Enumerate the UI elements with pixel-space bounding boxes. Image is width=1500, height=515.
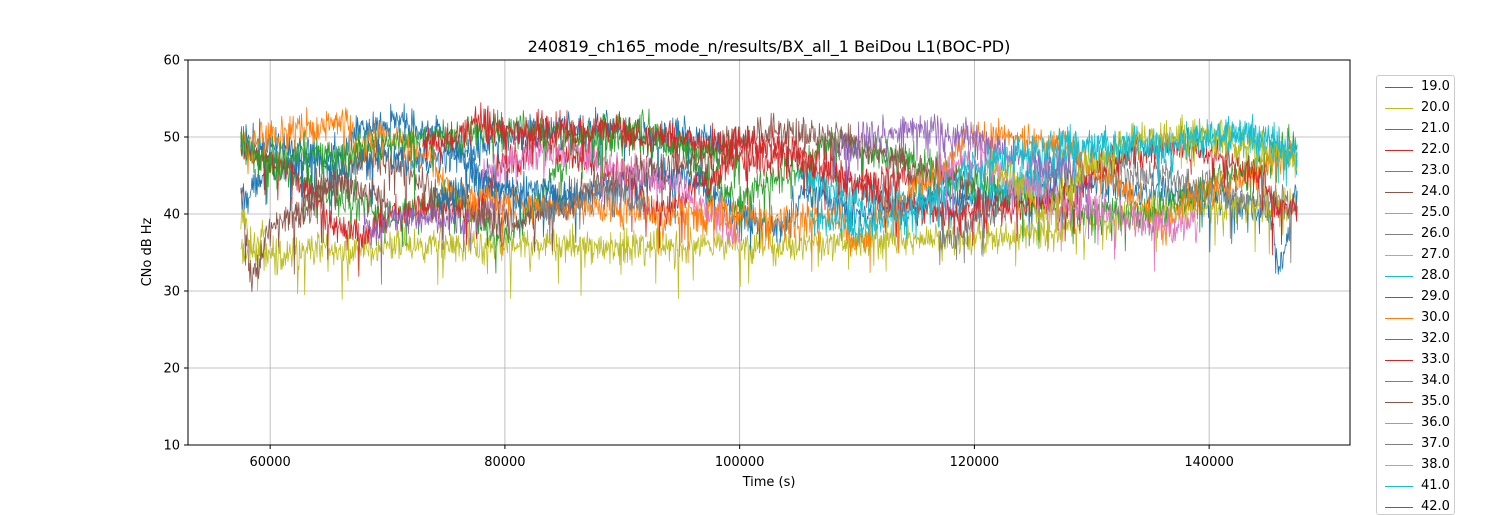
- y-axis-label: CNo dB Hz: [140, 217, 155, 286]
- legend-label: 27.0: [1421, 247, 1450, 262]
- legend-item: 24.0: [1377, 182, 1454, 202]
- series-line-34-0: [833, 113, 1093, 240]
- legend-swatch: [1385, 381, 1413, 382]
- legend-label: 23.0: [1421, 163, 1450, 178]
- plot-area: [188, 60, 1350, 445]
- series-line-41-0: [809, 119, 1298, 243]
- legend-item: 23.0: [1377, 161, 1454, 181]
- x-tick-label: 120000: [950, 455, 1000, 470]
- legend-label: 28.0: [1421, 268, 1450, 283]
- legend-label: 37.0: [1421, 436, 1450, 451]
- legend-item: 30.0: [1377, 308, 1454, 328]
- legend-item: 26.0: [1377, 224, 1454, 244]
- cno-line-chart: 60000 80000 100000 120000 140000 10 20 30 40 50 6…: [140, 37, 1351, 490]
- legend-swatch: [1385, 465, 1413, 466]
- legend-item: 36.0: [1377, 413, 1454, 433]
- legend-label: 33.0: [1421, 352, 1450, 367]
- series-line-27-0: [240, 208, 265, 266]
- legend-item: 27.0: [1377, 245, 1454, 265]
- x-axis-ticks: 60000 80000 100000 120000 140000: [249, 445, 1234, 470]
- legend-swatch: [1385, 276, 1413, 277]
- x-tick-label: 100000: [715, 455, 765, 470]
- series-line-23-0: [363, 190, 506, 285]
- series-line-25-0: [481, 133, 741, 248]
- legend-swatch: [1385, 192, 1413, 193]
- legend-item: 41.0: [1377, 476, 1454, 496]
- legend-swatch: [1385, 213, 1413, 214]
- x-tick-label: 140000: [1184, 455, 1234, 470]
- legend-item: 34.0: [1377, 371, 1454, 391]
- series-line-38-0: [985, 114, 1298, 235]
- legend-swatch: [1385, 339, 1413, 340]
- legend-label: 35.0: [1421, 394, 1450, 409]
- legend-item: 19.0: [1377, 77, 1454, 97]
- legend-label: 34.0: [1421, 373, 1450, 388]
- legend-swatch: [1385, 318, 1413, 319]
- legend-label: 36.0: [1421, 415, 1450, 430]
- series-line-36-0: [938, 142, 1198, 272]
- legend-item: 29.0: [1377, 287, 1454, 307]
- legend-swatch: [1385, 129, 1413, 130]
- legend-label: 25.0: [1421, 205, 1450, 220]
- legend: 19.0 20.0 21.0 22.0 23.0 24.0 25.0 26.0 27.0 28.0…: [1376, 75, 1455, 515]
- legend-item: 37.0: [1377, 434, 1454, 454]
- legend-swatch: [1385, 297, 1413, 298]
- y-tick-label: 10: [163, 439, 180, 454]
- legend-swatch: [1385, 87, 1413, 88]
- legend-label: 41.0: [1421, 478, 1450, 493]
- legend-swatch: [1385, 444, 1413, 445]
- legend-swatch: [1385, 486, 1413, 487]
- legend-swatch: [1385, 423, 1413, 424]
- legend-item: 25.0: [1377, 203, 1454, 223]
- legend-label: 26.0: [1421, 226, 1450, 241]
- legend-label: 42.0: [1421, 499, 1450, 514]
- legend-swatch: [1385, 150, 1413, 151]
- legend-label: 38.0: [1421, 457, 1450, 472]
- x-tick-label: 80000: [484, 455, 525, 470]
- series-line-35-0: [293, 169, 388, 275]
- series-line-37-0: [539, 171, 647, 241]
- legend-swatch: [1385, 108, 1413, 109]
- y-tick-label: 40: [163, 208, 180, 223]
- legend-label: 24.0: [1421, 184, 1450, 199]
- y-tick-label: 20: [163, 362, 180, 377]
- legend-label: 22.0: [1421, 142, 1450, 157]
- x-tick-label: 60000: [249, 455, 290, 470]
- legend-item: 20.0: [1377, 98, 1454, 118]
- y-tick-label: 50: [163, 131, 180, 146]
- legend-label: 32.0: [1421, 331, 1450, 346]
- legend-swatch: [1385, 255, 1413, 256]
- legend-label: 19.0: [1421, 79, 1450, 94]
- legend-label: 29.0: [1421, 289, 1450, 304]
- legend-swatch: [1385, 402, 1413, 403]
- series-line-42-0: [434, 163, 576, 232]
- legend-item: 35.0: [1377, 392, 1454, 412]
- chart-title: 240819_ch165_mode_n/results/BX_all_1 Bei…: [528, 37, 1011, 57]
- legend-item: 21.0: [1377, 119, 1454, 139]
- y-tick-label: 60: [163, 54, 180, 69]
- series-line-22-0: [240, 128, 917, 277]
- legend-item: 28.0: [1377, 266, 1454, 286]
- legend-label: 21.0: [1421, 121, 1450, 136]
- legend-item: 33.0: [1377, 350, 1454, 370]
- series-line-30-0: [240, 107, 1298, 273]
- legend-swatch: [1385, 171, 1413, 172]
- legend-item: 38.0: [1377, 455, 1454, 475]
- y-axis-ticks: 10 20 30 40 50 60: [163, 54, 188, 454]
- legend-item: 32.0: [1377, 329, 1454, 349]
- plot-frame: [187, 59, 1351, 446]
- legend-label: 30.0: [1421, 310, 1450, 325]
- y-tick-label: 30: [163, 285, 180, 300]
- x-axis-label: Time (s): [742, 475, 796, 490]
- legend-label: 20.0: [1421, 100, 1450, 115]
- legend-swatch: [1385, 234, 1413, 235]
- legend-item: 22.0: [1377, 140, 1454, 160]
- legend-swatch: [1385, 507, 1413, 508]
- series-lines: [240, 102, 1298, 300]
- legend-swatch: [1385, 360, 1413, 361]
